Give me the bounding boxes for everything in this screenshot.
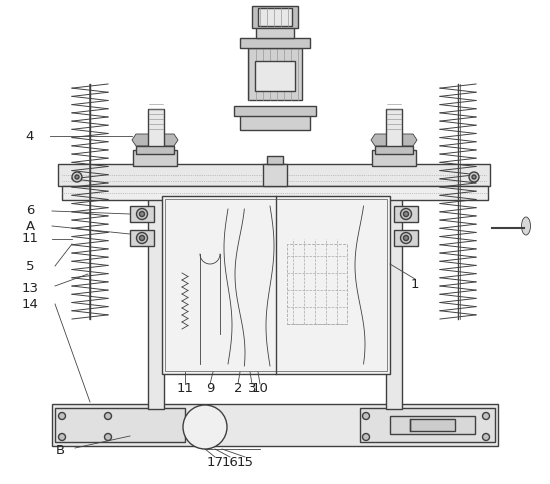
Bar [390, 416, 475, 434]
Bar [197, 423, 213, 431]
Bar [62, 186, 488, 200]
Text: 2: 2 [234, 382, 242, 395]
Circle shape [404, 212, 409, 216]
Text: 11: 11 [177, 382, 194, 395]
Text: 14: 14 [21, 298, 38, 311]
Bar [234, 106, 316, 116]
Circle shape [104, 412, 112, 420]
Circle shape [472, 175, 476, 179]
Bar [136, 146, 174, 154]
Bar [240, 114, 310, 130]
Circle shape [404, 236, 409, 241]
Circle shape [469, 172, 479, 182]
Bar [130, 230, 154, 246]
Bar [256, 26, 294, 38]
Circle shape [58, 412, 65, 420]
Circle shape [140, 212, 145, 216]
Bar [55, 408, 185, 442]
Circle shape [75, 175, 79, 179]
Text: 16: 16 [222, 455, 239, 469]
Bar [133, 150, 177, 166]
Circle shape [482, 412, 490, 420]
Text: 15: 15 [236, 455, 254, 469]
Circle shape [400, 209, 411, 220]
Bar [130, 206, 154, 222]
Circle shape [136, 209, 147, 220]
Bar [240, 38, 310, 48]
Bar [360, 408, 495, 442]
Bar [287, 244, 347, 324]
Text: 6: 6 [26, 205, 34, 217]
Text: 13: 13 [21, 283, 38, 296]
Circle shape [183, 405, 227, 449]
Polygon shape [371, 134, 417, 146]
Text: B: B [56, 444, 64, 457]
Circle shape [400, 232, 411, 243]
Bar [52, 404, 498, 446]
Text: 5: 5 [26, 259, 34, 272]
Text: 11: 11 [21, 232, 38, 245]
Bar [394, 206, 418, 222]
Bar [386, 109, 402, 409]
Bar [263, 164, 287, 186]
Bar [165, 199, 387, 371]
Bar [162, 196, 390, 374]
Bar [252, 6, 298, 28]
Bar [267, 156, 283, 164]
Text: 3: 3 [248, 382, 256, 395]
Text: 10: 10 [251, 382, 268, 395]
Bar [148, 109, 164, 409]
Ellipse shape [521, 217, 531, 235]
Bar [410, 419, 455, 431]
Circle shape [482, 434, 490, 440]
Text: 1: 1 [411, 277, 419, 290]
Bar [372, 150, 416, 166]
Circle shape [72, 172, 82, 182]
Circle shape [362, 434, 370, 440]
Circle shape [362, 412, 370, 420]
Bar [394, 230, 418, 246]
Circle shape [58, 434, 65, 440]
Circle shape [104, 434, 112, 440]
Bar [375, 146, 413, 154]
Bar [58, 164, 490, 186]
Bar [248, 48, 302, 100]
Bar [258, 8, 292, 26]
Circle shape [136, 232, 147, 243]
Polygon shape [132, 134, 178, 146]
Text: 4: 4 [26, 130, 34, 142]
Circle shape [140, 236, 145, 241]
Bar [194, 420, 216, 434]
Text: A: A [25, 220, 35, 232]
Text: 9: 9 [206, 382, 214, 395]
Text: 17: 17 [206, 455, 223, 469]
Bar [255, 61, 295, 91]
